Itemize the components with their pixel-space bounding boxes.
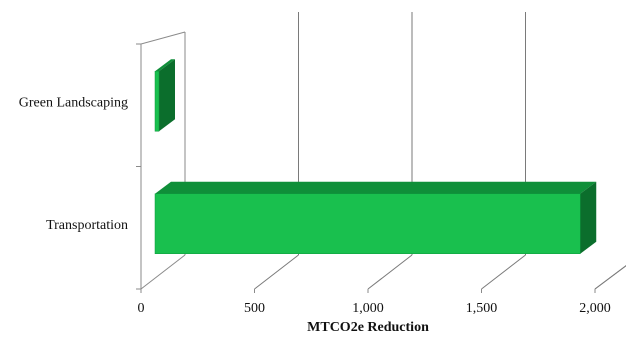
bar-side-face [159, 59, 175, 132]
x-tick-label: 500 [244, 301, 265, 316]
floor-gridline [254, 254, 299, 290]
bar-top-face [155, 181, 597, 194]
bar-front-face [154, 193, 581, 254]
floor-gridline [594, 265, 626, 290]
x-tick-label: 1,000 [352, 301, 384, 316]
bar-top-face [155, 59, 175, 72]
bar-green-landscaping [154, 59, 175, 132]
x-tick-label: 2,000 [579, 301, 611, 316]
bar-transportation [154, 181, 597, 254]
x-tick-label: 1,500 [466, 301, 498, 316]
bar-front-face [154, 71, 160, 132]
x-tick-labels: 0 500 1,000 1,500 2,000 [138, 301, 611, 316]
category-label: Transportation [46, 218, 128, 233]
floor-left-edge [140, 254, 186, 290]
x-axis-title: MTCO2e Reduction [307, 320, 429, 335]
bars [154, 59, 597, 254]
x-tick-label: 0 [138, 301, 145, 316]
category-labels: Transportation Green Landscaping [19, 95, 128, 233]
category-label: Green Landscaping [19, 95, 128, 110]
floor-gridline [367, 254, 413, 290]
bar-side-face [580, 181, 597, 254]
floor-gridline [481, 254, 526, 290]
